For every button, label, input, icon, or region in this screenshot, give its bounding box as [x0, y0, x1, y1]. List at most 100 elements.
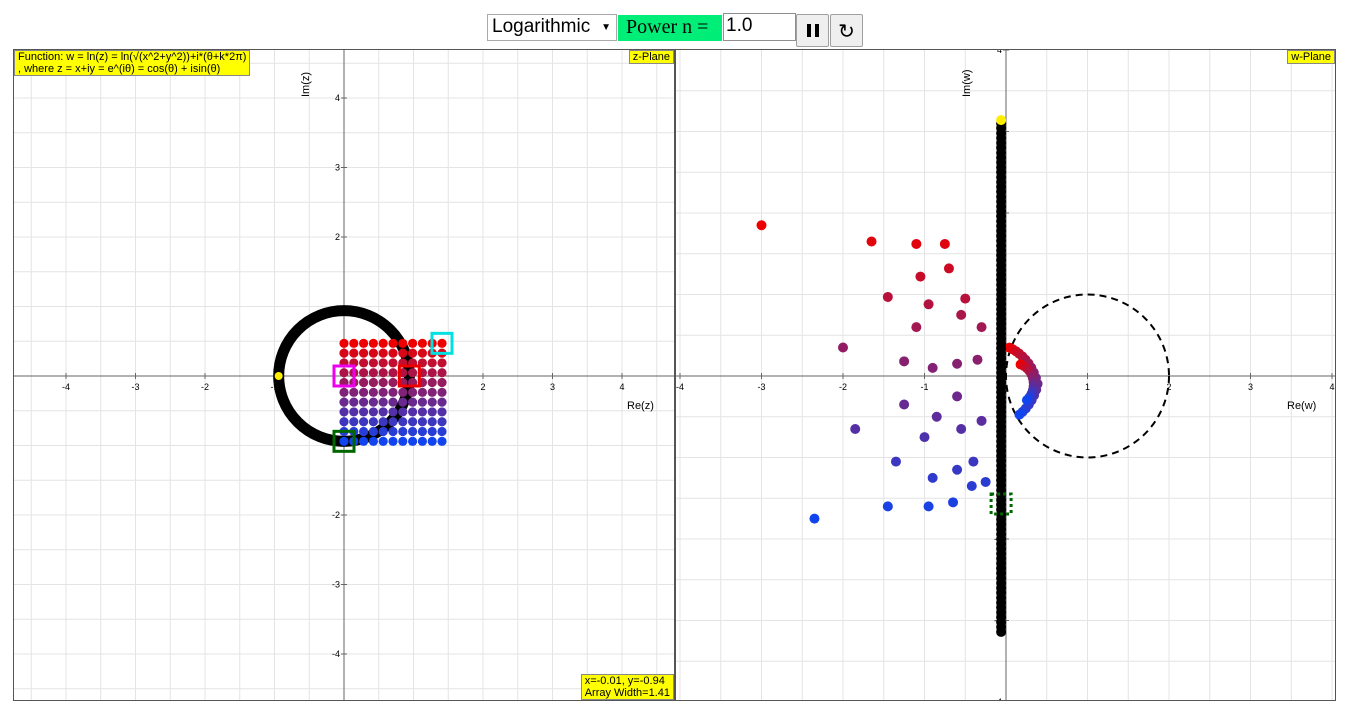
z-grid-point — [358, 426, 369, 437]
z-grid-point — [417, 387, 427, 397]
w-point — [919, 432, 930, 443]
pause-button[interactable] — [796, 14, 829, 47]
z-grid-point — [378, 368, 388, 378]
z-plane-canvas[interactable]: -4-3-2-11234432-2-3-4 — [14, 50, 674, 700]
dropdown-arrow-icon: ▼ — [601, 22, 611, 33]
z-grid-point — [417, 417, 427, 427]
z-x-tick-label: 4 — [619, 382, 624, 392]
w-x-axis-label: Re(w) — [1287, 400, 1317, 412]
w-point — [923, 299, 934, 310]
z-x-tick-label: -3 — [131, 382, 139, 392]
w-point — [882, 501, 893, 512]
z-grid-point — [437, 417, 447, 427]
w-point — [976, 415, 987, 426]
w-point — [960, 293, 971, 304]
z-grid-point — [437, 397, 447, 407]
function-label: Function: w = ln(z) = ln(√(x^2+y^2))+i*(… — [14, 50, 251, 76]
w-point — [948, 497, 959, 508]
z-grid-point — [427, 436, 437, 446]
z-grid-point — [378, 377, 388, 388]
w-y-tick-label: 4 — [997, 50, 1002, 55]
w-point — [976, 322, 987, 333]
w-dashed-circle — [1005, 293, 1170, 459]
w-x-tick-label: 2 — [1166, 382, 1171, 392]
w-point — [972, 354, 983, 365]
z-grid-point — [427, 417, 437, 427]
refresh-icon: ↻ — [838, 18, 855, 43]
z-grid-point — [407, 426, 418, 437]
z-grid-point — [388, 348, 398, 358]
z-grid-point — [437, 368, 447, 378]
w-plane-panel[interactable]: -4-3-2-11234432-2-3-4 w-Plane Re(w) Im(w… — [675, 49, 1336, 701]
z-marker-green — [332, 429, 356, 453]
z-grid-point — [368, 377, 378, 388]
z-grid-point — [407, 368, 418, 378]
z-grid-point — [358, 368, 369, 378]
z-grid-point — [368, 426, 378, 437]
reset-button[interactable]: ↻ — [830, 14, 863, 47]
z-grid-point — [349, 417, 359, 427]
z-grid-point — [368, 417, 378, 427]
w-y-axis-label: Im(w) — [961, 69, 973, 98]
w-x-tick-label: -3 — [757, 382, 765, 392]
z-plane-panel[interactable]: -4-3-2-11234432-2-3-4 Function: w = ln(z… — [13, 49, 675, 701]
z-grid-point — [437, 338, 447, 348]
coord-readout: x=-0.01, y=-0.94 Array Width=1.41 — [580, 674, 674, 700]
z-grid-point — [388, 387, 398, 397]
w-x-tick-label: 4 — [1329, 382, 1334, 392]
w-point — [890, 456, 901, 467]
w-point — [956, 423, 967, 434]
z-y-tick-label: 2 — [335, 232, 340, 242]
z-grid-point — [427, 358, 437, 368]
w-point — [952, 391, 963, 402]
pause-icon — [805, 24, 821, 37]
w-point — [952, 464, 963, 475]
mode-select-value: Logarithmic — [492, 16, 591, 37]
w-fan-point — [1014, 409, 1025, 420]
z-grid-point — [407, 407, 418, 417]
z-grid-point — [339, 407, 349, 417]
z-grid-point — [339, 436, 349, 446]
power-input[interactable]: 1.0 — [723, 13, 796, 41]
z-grid-point — [417, 436, 427, 446]
z-x-tick-label: -4 — [62, 382, 70, 392]
z-grid-point — [407, 338, 418, 348]
w-plane-canvas[interactable]: -4-3-2-11234432-2-3-4 — [676, 50, 1335, 700]
z-grid-point — [368, 436, 378, 446]
z-grid-point — [368, 358, 378, 368]
z-x-tick-label: 3 — [550, 382, 555, 392]
z-grid-point — [398, 397, 408, 407]
z-grid-point — [368, 368, 378, 378]
z-grid-point — [358, 348, 369, 358]
z-x-tick-label: 2 — [480, 382, 485, 392]
z-grid-point — [417, 426, 427, 437]
z-y-tick-label: -2 — [332, 510, 340, 520]
w-yellow-point — [996, 115, 1007, 126]
z-grid-point — [388, 338, 398, 348]
w-plane-title: w-Plane — [1287, 50, 1335, 64]
z-grid-point — [358, 417, 369, 427]
z-grid-point — [427, 407, 437, 417]
w-point — [966, 481, 977, 492]
mode-select[interactable]: Logarithmic ▼ — [487, 14, 617, 41]
w-point — [911, 238, 922, 249]
z-x-tick-label: -2 — [201, 382, 209, 392]
z-grid-point — [427, 377, 437, 388]
z-grid-point — [437, 436, 447, 446]
z-grid-point — [358, 358, 369, 368]
z-marker-red — [397, 364, 421, 388]
z-grid-point — [407, 348, 418, 358]
z-x-axis-label: Re(z) — [627, 400, 654, 412]
z-grid-point — [388, 426, 398, 437]
power-label: Power n = — [618, 15, 722, 41]
z-grid-point — [427, 426, 437, 437]
z-grid-point — [427, 397, 437, 407]
z-y-axis-label: Im(z) — [300, 71, 312, 97]
z-grid-point — [339, 417, 349, 427]
w-point — [939, 238, 950, 249]
z-grid-point — [378, 436, 388, 446]
z-grid-point — [427, 368, 437, 378]
z-grid-point — [378, 426, 388, 437]
w-point — [931, 411, 942, 422]
z-grid-point — [358, 397, 369, 407]
